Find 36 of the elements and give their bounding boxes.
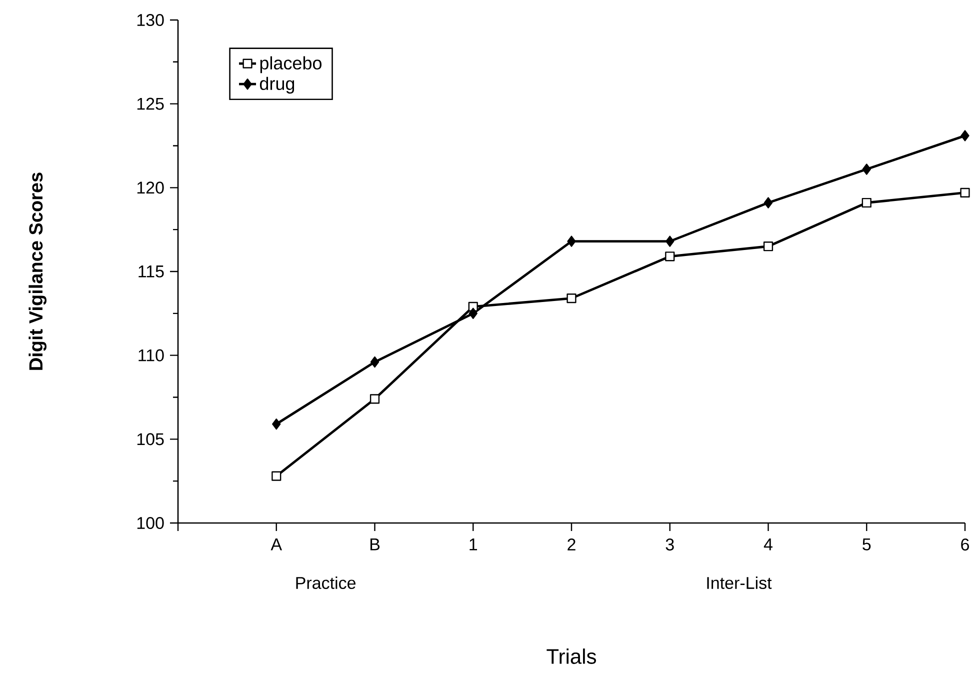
y-tick-label: 105 [137,433,164,446]
point [665,252,675,262]
y-tick-label: 115 [138,266,164,278]
point [862,198,872,208]
point [862,164,871,175]
point [272,471,282,481]
x-tick-label: A [270,538,282,550]
x-tick-label: 6 [961,538,969,551]
x-tick-label: 5 [862,538,871,550]
x-tick-label: 3 [666,538,674,551]
point [566,294,576,304]
x-tick-label: B [370,538,380,550]
x-tick-label: 2 [568,538,576,550]
point [666,236,674,247]
x-tick-label: 4 [764,538,772,550]
y-tick-label: 120 [137,182,164,194]
point [960,188,970,198]
legend-label: drug [260,76,294,94]
point [468,308,478,320]
y-tick-label: 100 [137,516,164,530]
point [370,394,380,404]
point [764,197,773,208]
text: Inter-List [707,576,772,590]
point [763,242,774,252]
y-tick-label: 125 [137,98,164,110]
legend-label: placebo [260,56,322,74]
y-axis-title: Digit Vigilance Scores [28,172,46,370]
x-tick-label: 1 [470,538,478,550]
x-axis-title: Trials [546,648,596,664]
y-tick-label: 110 [138,349,164,362]
point [960,130,970,142]
y-tick-label: 130 [137,14,164,26]
point [567,236,576,247]
point [272,418,281,430]
point [370,356,380,368]
text: Practice [296,576,356,590]
